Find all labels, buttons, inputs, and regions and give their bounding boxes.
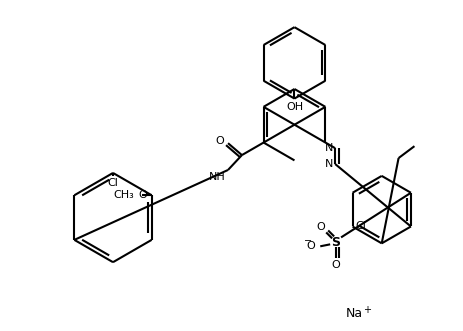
Text: N: N [325, 159, 333, 169]
Text: N: N [325, 143, 333, 153]
Text: O: O [138, 190, 147, 200]
Text: Na: Na [345, 307, 363, 320]
Text: OH: OH [286, 102, 303, 112]
Text: O: O [317, 222, 325, 232]
Text: Cl: Cl [107, 178, 119, 188]
Text: −: − [304, 236, 313, 246]
Text: O: O [307, 241, 315, 251]
Text: +: + [363, 305, 371, 315]
Text: CH₃: CH₃ [113, 190, 134, 200]
Text: O: O [215, 136, 224, 146]
Text: O: O [332, 260, 340, 270]
Text: NH: NH [209, 172, 226, 182]
Text: Cl: Cl [356, 221, 366, 231]
Text: S: S [332, 236, 341, 249]
